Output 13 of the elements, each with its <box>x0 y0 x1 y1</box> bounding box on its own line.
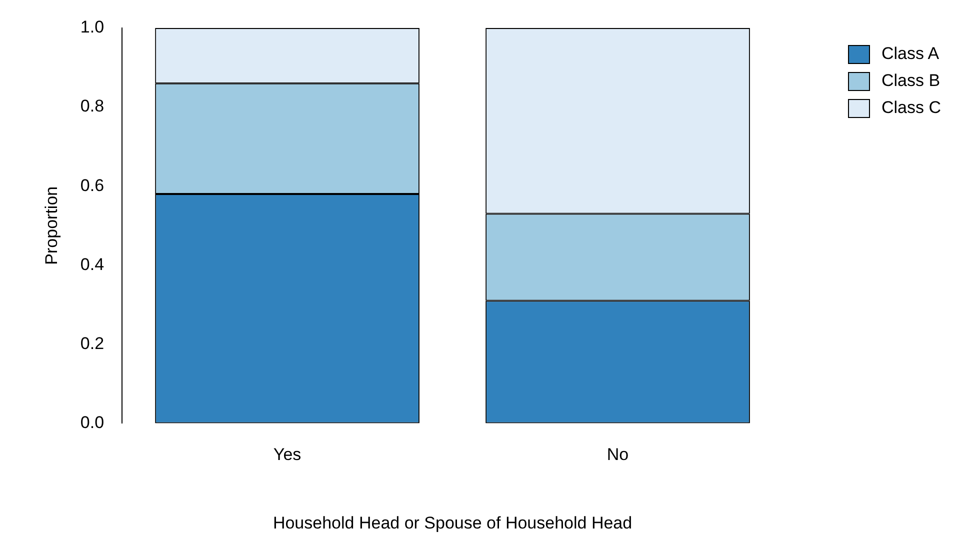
x-axis-title: Household Head or Spouse of Household Head <box>272 513 632 532</box>
x-tick-label: No <box>606 445 629 464</box>
legend-label: Class C <box>881 98 941 118</box>
y-tick-label: 0.2 <box>80 334 104 353</box>
y-tick-label: 0.8 <box>80 96 104 116</box>
legend-label: Class A <box>881 44 940 64</box>
y-tick-label: 1.0 <box>80 18 104 37</box>
y-tick-label: 0.0 <box>80 412 104 432</box>
x-tick-label: Yes <box>273 445 302 464</box>
legend-label: Class B <box>881 71 940 91</box>
y-tick-label: 0.4 <box>80 254 104 274</box>
y-axis-title: Proportion <box>42 186 61 265</box>
y-tick-label: 0.6 <box>80 176 104 195</box>
